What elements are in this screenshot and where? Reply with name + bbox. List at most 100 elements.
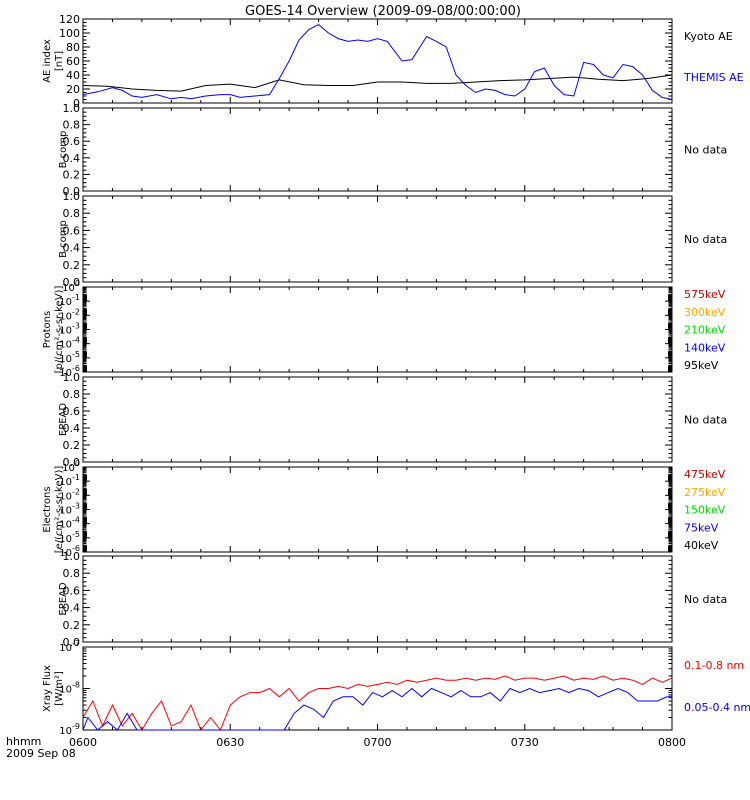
y-tick-label: 0 bbox=[73, 97, 80, 110]
y-axis-title: Protons bbox=[42, 311, 53, 348]
y-axis-title: [nT] bbox=[54, 51, 65, 71]
no-data-label: No data bbox=[684, 593, 727, 606]
y-tick-label: 40 bbox=[66, 69, 80, 82]
series-line-0-1-0-8-nm bbox=[82, 675, 673, 731]
y-tick-label: 0.8 bbox=[63, 119, 81, 132]
y-tick-label: 10-3 bbox=[59, 322, 80, 337]
panel-xray: 10-7 10-8 10-9 Xray Flux [W/m²] 0600 0630 0700 0… bbox=[42, 639, 750, 749]
y-axis-title: [W/m²] bbox=[54, 671, 65, 706]
y-tick-label: 1.0 bbox=[63, 102, 81, 115]
legend-electrons-75kev: 75keV bbox=[684, 521, 719, 534]
y-tick-label: 10-2 bbox=[59, 487, 80, 502]
y-tick-label: 0.2 bbox=[63, 168, 81, 181]
panel-epead2: 0.0 0.2 0.4 0.6 0.8 1.0 EPEAD No data bbox=[58, 550, 727, 649]
edge-tick-block bbox=[668, 531, 672, 538]
edge-tick-block bbox=[668, 545, 672, 552]
edge-tick-block bbox=[83, 351, 87, 358]
panel-epead1: 0.0 0.2 0.4 0.6 0.8 1.0 EPEAD No data bbox=[58, 371, 727, 469]
y-tick-label: 10-9 bbox=[59, 722, 80, 737]
y-axis-title: Xray Flux bbox=[42, 665, 53, 712]
y-tick-label: 10-1 bbox=[59, 293, 80, 308]
edge-tick-block bbox=[668, 517, 672, 524]
edge-tick-block bbox=[83, 531, 87, 538]
y-tick-label: 0.6 bbox=[63, 135, 81, 148]
y-tick-label: 0.4 bbox=[63, 602, 81, 615]
y-tick-label: 10-6 bbox=[59, 364, 80, 379]
edge-tick-block bbox=[668, 351, 672, 358]
y-axis-title: EPEAD bbox=[58, 582, 69, 616]
edge-tick-block bbox=[83, 545, 87, 552]
edge-tick-block bbox=[668, 488, 672, 496]
y-tick-label: 0.8 bbox=[63, 567, 81, 580]
x-tick-label: 0600 bbox=[69, 736, 97, 749]
legend-protons-575kev: 575keV bbox=[684, 288, 726, 301]
panel-bcomp2: 0.0 0.2 0.4 0.6 0.8 1.0 B comp No data bbox=[58, 190, 727, 289]
y-tick-label: 0.8 bbox=[63, 388, 81, 401]
y-tick-label: 0.6 bbox=[63, 405, 81, 418]
legend-protons-95kev: 95keV bbox=[684, 359, 719, 372]
y-tick-label: 0.0 bbox=[63, 185, 81, 198]
legend-electrons-40kev: 40keV bbox=[684, 539, 719, 552]
panel-bcomp1: 0.0 0.2 0.4 0.6 0.8 1.0 B comp No data bbox=[58, 102, 727, 198]
no-data-label: No data bbox=[684, 414, 727, 427]
panel-frame bbox=[82, 376, 673, 463]
edge-tick-block bbox=[668, 323, 672, 330]
edge-tick-block bbox=[668, 365, 672, 372]
panel-frame bbox=[82, 195, 673, 283]
legend-protons-140kev: 140keV bbox=[684, 341, 726, 354]
y-tick-label: 120 bbox=[59, 13, 80, 26]
legend-protons-300kev: 300keV bbox=[684, 306, 726, 319]
y-tick-label: 0.4 bbox=[63, 242, 81, 255]
panel-frame bbox=[82, 107, 673, 192]
y-axis-title: EPEAD bbox=[58, 403, 69, 437]
y-tick-label: 20 bbox=[66, 83, 80, 96]
y-axis-title: B comp bbox=[58, 131, 69, 169]
edge-tick-block bbox=[83, 517, 87, 524]
y-tick-label: 10-4 bbox=[59, 336, 80, 351]
y-tick-label: 0.0 bbox=[63, 636, 81, 649]
edge-tick-block bbox=[668, 474, 672, 482]
y-tick-label: 10-7 bbox=[59, 639, 80, 654]
edge-tick-block bbox=[668, 503, 672, 510]
y-tick-label: 0.2 bbox=[63, 259, 81, 272]
y-tick-label: 0.8 bbox=[63, 207, 81, 220]
y-tick-label: 0.2 bbox=[63, 439, 81, 452]
y-tick-label: 0.0 bbox=[63, 276, 81, 289]
y-tick-label: 0.2 bbox=[63, 619, 81, 632]
x-tick-label: 0730 bbox=[511, 736, 539, 749]
y-axis-title: AE index bbox=[42, 39, 53, 83]
y-tick-label: 60 bbox=[66, 55, 80, 68]
panel-frame bbox=[82, 555, 673, 643]
no-data-label: No data bbox=[684, 144, 727, 157]
x-tick-label: 0700 bbox=[364, 736, 392, 749]
y-tick-label: 10-1 bbox=[59, 473, 80, 488]
footer-time-label: hhmm bbox=[6, 735, 41, 748]
x-tick-label: 0630 bbox=[216, 736, 244, 749]
series-line-kyoto-ae bbox=[82, 74, 673, 92]
legend-xray-short: 0.05-0.4 nm bbox=[684, 701, 750, 714]
y-tick-label: 0.6 bbox=[63, 584, 81, 597]
y-tick-label: 100 bbox=[62, 279, 80, 294]
series-line-themis-ae bbox=[82, 24, 673, 100]
legend-themis-ae: THEMIS AE bbox=[683, 71, 744, 84]
y-axis-title: B comp bbox=[58, 220, 69, 258]
y-tick-label: 0.6 bbox=[63, 224, 81, 237]
y-tick-label: 0.4 bbox=[63, 152, 81, 165]
y-tick-label: 0.0 bbox=[63, 456, 81, 469]
panel-frame bbox=[82, 286, 673, 373]
y-axis-title: [p/(cm²-s-sr-keV)] bbox=[54, 286, 65, 374]
y-tick-label: 10-2 bbox=[59, 307, 80, 322]
y-tick-label: 100 bbox=[62, 459, 80, 474]
series-line-0-05-0-4-nm bbox=[82, 687, 672, 731]
y-tick-label: 100 bbox=[59, 27, 80, 40]
edge-tick-block bbox=[83, 503, 87, 510]
legend-electrons-150kev: 150keV bbox=[684, 504, 726, 517]
edge-tick-block bbox=[83, 294, 87, 302]
edge-tick-block bbox=[83, 308, 87, 316]
legend-kyoto-ae: Kyoto AE bbox=[684, 30, 733, 43]
y-tick-label: 80 bbox=[66, 41, 80, 54]
